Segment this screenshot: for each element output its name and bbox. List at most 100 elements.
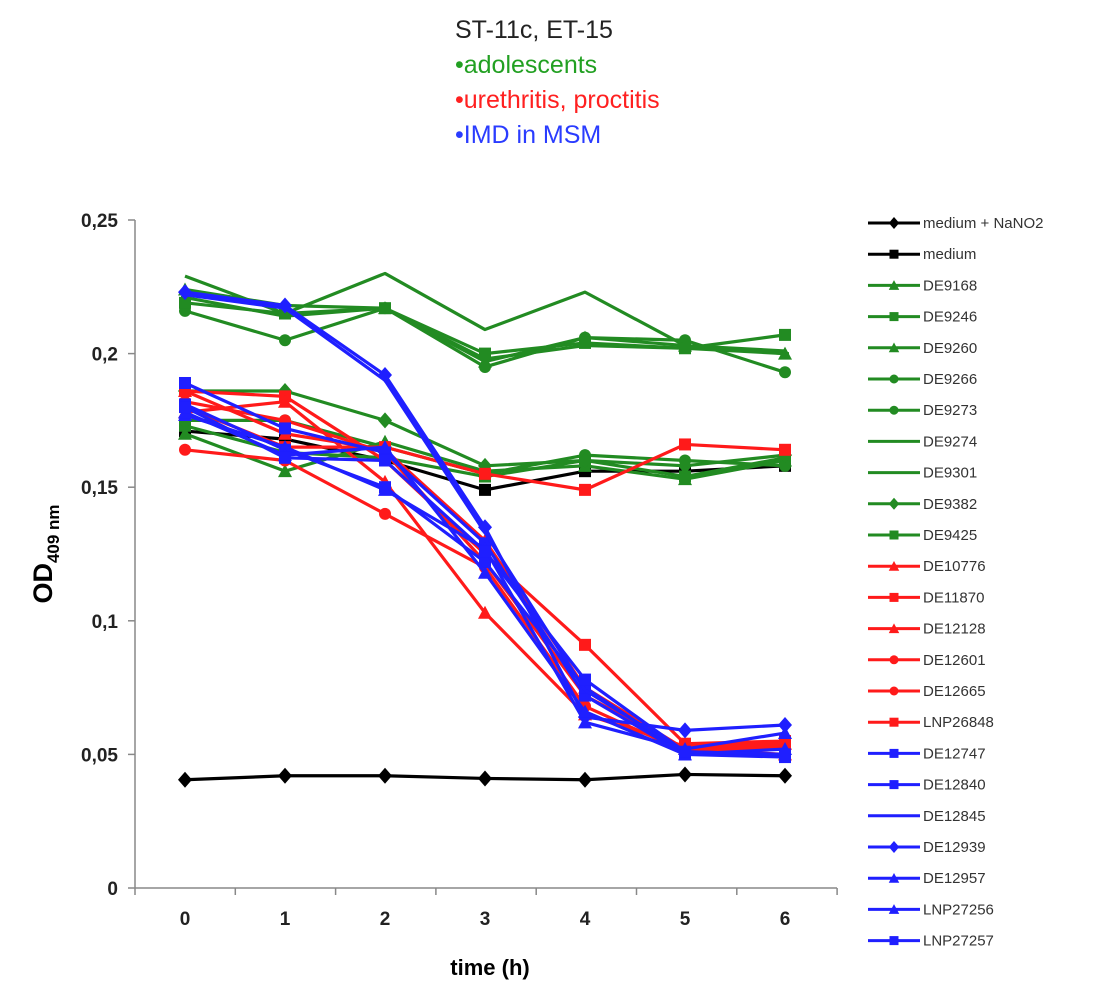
legend-item-lnp26848: LNP26848 <box>868 714 994 731</box>
x-ticks: 0 1 2 3 4 5 6 <box>134 888 838 930</box>
legend-item-de9425: DE9425 <box>868 527 977 544</box>
data-point <box>579 673 591 686</box>
data-point <box>679 438 691 451</box>
legend-item-de9273: DE9273 <box>868 402 977 419</box>
legend-label: DE9301 <box>923 465 977 482</box>
data-point <box>578 452 592 469</box>
data-point <box>479 545 491 558</box>
legend-item-de9382: DE9382 <box>868 496 977 513</box>
legend-label: DE12957 <box>923 870 986 887</box>
data-point <box>178 284 192 301</box>
data-point <box>178 771 192 788</box>
legend-label: DE9246 <box>923 309 977 326</box>
chart-title: ST-11c, ET-15 <box>455 16 613 44</box>
legend-swatch-marker <box>888 217 900 229</box>
x-axis-title: time (h) <box>450 955 529 980</box>
data-point <box>378 440 392 454</box>
legend-swatch-marker <box>889 374 899 384</box>
legend-swatch-marker <box>888 560 900 571</box>
data-point <box>278 464 292 478</box>
data-point <box>678 457 692 474</box>
data-point <box>379 507 391 520</box>
data-point <box>479 467 491 480</box>
y-tick-label: 0,15 <box>81 478 118 499</box>
legend-swatch-marker <box>888 497 900 510</box>
legend-item-de12845: DE12845 <box>868 808 986 825</box>
data-point <box>479 360 491 373</box>
data-point <box>278 767 292 784</box>
data-point <box>379 302 391 315</box>
x-tick-label: 4 <box>580 909 591 930</box>
legend-label: DE9260 <box>923 340 977 357</box>
legend-label: DE12665 <box>923 683 986 700</box>
data-point <box>479 556 491 569</box>
legend-item-de12957: DE12957 <box>868 870 986 887</box>
legend-item-lnp27256: LNP27256 <box>868 901 994 918</box>
legend-label: DE9425 <box>923 527 977 544</box>
y-axis-title-main: OD <box>28 563 58 604</box>
data-point <box>278 297 292 314</box>
data-point <box>778 717 792 734</box>
data-point <box>378 767 392 784</box>
legend-item-lnp27257: LNP27257 <box>868 933 994 950</box>
y-ticks: 0 0,05 0,1 0,15 0,2 0,25 <box>81 211 135 900</box>
x-tick-label: 2 <box>380 909 391 930</box>
legend-swatch-marker <box>889 312 899 322</box>
legend-label: DE12845 <box>923 808 986 825</box>
data-point <box>279 422 291 435</box>
legend: medium + NaNO2 medium DE9168 DE9246 DE9260 DE… <box>868 215 1043 950</box>
data-point <box>478 770 492 787</box>
y-axis-title-sub: 409 nm <box>44 504 63 563</box>
legend-swatch-marker <box>889 405 899 415</box>
data-point <box>378 412 392 429</box>
x-tick-label: 0 <box>180 909 191 930</box>
data-point <box>279 334 291 347</box>
series-layer <box>178 271 792 788</box>
data-point <box>479 347 491 360</box>
data-point <box>578 704 592 718</box>
legend-swatch-marker <box>889 592 899 602</box>
legend-label: medium <box>923 246 976 263</box>
legend-item-medium-nano2: medium + NaNO2 <box>868 215 1043 232</box>
y-axis-title: OD409 nm <box>28 504 63 603</box>
data-point <box>378 482 392 496</box>
data-point <box>478 519 492 536</box>
legend-label: LNP27256 <box>923 901 994 918</box>
data-point <box>278 394 292 408</box>
data-point <box>378 366 392 383</box>
legend-swatch-marker <box>891 440 897 443</box>
subtitle-urethritis-proctitis: •urethritis, proctitis <box>455 86 660 114</box>
legend-swatch-marker <box>889 717 899 727</box>
data-point <box>278 440 292 454</box>
data-point <box>578 715 592 729</box>
data-point <box>179 296 191 309</box>
data-point <box>679 745 691 758</box>
legend-label: DE9273 <box>923 402 977 419</box>
y-tick-label: 0,05 <box>81 745 118 766</box>
legend-item-de9274: DE9274 <box>868 433 977 450</box>
legend-item-de12128: DE12128 <box>868 621 986 638</box>
legend-item-de9260: DE9260 <box>868 340 977 357</box>
data-point <box>579 483 591 496</box>
legend-label: DE12128 <box>923 621 986 638</box>
x-tick-label: 1 <box>280 909 291 930</box>
legend-swatch-marker <box>889 249 899 259</box>
data-point <box>578 771 592 788</box>
legend-label: DE12939 <box>923 839 986 856</box>
legend-item-de12601: DE12601 <box>868 652 986 669</box>
series-de12840 <box>179 398 791 764</box>
legend-label: medium + NaNO2 <box>923 215 1043 232</box>
legend-swatch-marker <box>889 530 899 540</box>
chart-title-group: ST-11c, ET-15 •adolescents •urethritis, … <box>455 16 660 149</box>
series-de12939 <box>178 284 792 739</box>
legend-label: LNP27257 <box>923 933 994 950</box>
subtitle-adolescents: •adolescents <box>455 51 597 79</box>
legend-item-de11870: DE11870 <box>868 589 984 606</box>
legend-swatch-marker <box>889 655 899 665</box>
legend-swatch-marker <box>889 936 899 946</box>
legend-label: DE9382 <box>923 496 977 513</box>
data-point <box>478 565 492 579</box>
legend-label: DE9168 <box>923 277 977 294</box>
data-point <box>779 328 791 341</box>
legend-item-de9168: DE9168 <box>868 277 977 294</box>
